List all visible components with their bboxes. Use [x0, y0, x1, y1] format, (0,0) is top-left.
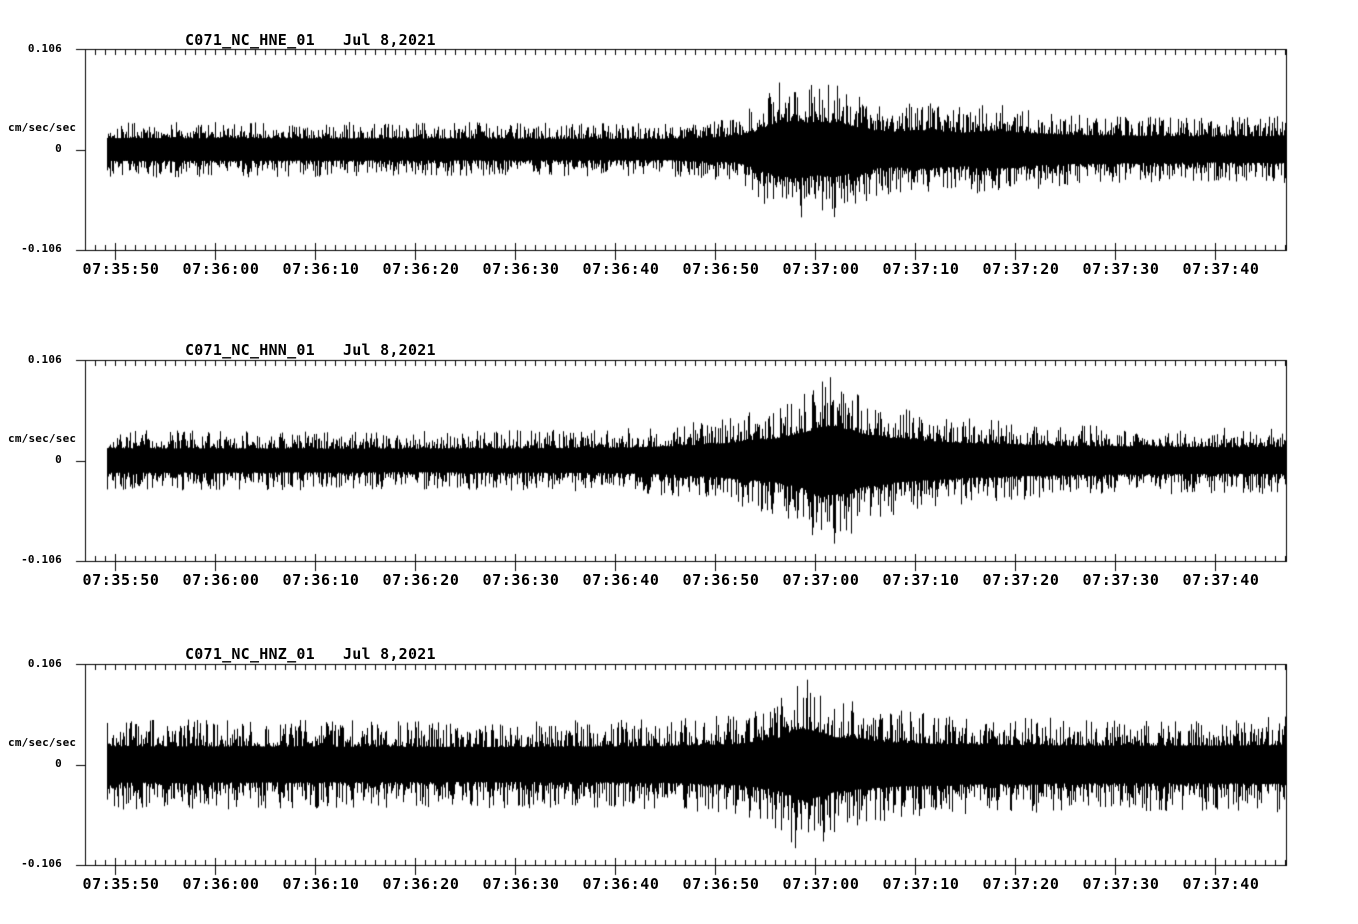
x-tick-label: 07:37:40	[1182, 875, 1260, 893]
x-tick-label: 07:36:30	[482, 571, 560, 589]
x-tick-label: 07:36:30	[482, 875, 560, 893]
y-axis-min-label: -0.106	[21, 857, 62, 870]
x-tick-label: 07:36:20	[382, 260, 460, 278]
x-tick-label: 07:36:00	[182, 260, 260, 278]
y-axis-zero-label: 0	[55, 453, 62, 466]
x-tick-label: 07:36:50	[682, 260, 760, 278]
x-tick-label: 07:37:30	[1082, 875, 1160, 893]
y-axis-unit-label: cm/sec/sec	[8, 736, 77, 749]
x-tick-label: 07:36:30	[482, 260, 560, 278]
y-axis-unit-label: cm/sec/sec	[8, 432, 77, 445]
x-tick-label: 07:35:50	[82, 875, 160, 893]
y-axis-min-label: -0.106	[21, 553, 62, 566]
x-tick-label: 07:37:00	[782, 875, 860, 893]
x-tick-label: 07:37:30	[1082, 260, 1160, 278]
panel-title: C071_NC_HNN_01	[185, 341, 315, 359]
x-tick-label: 07:36:00	[182, 875, 260, 893]
x-tick-label: 07:37:20	[982, 571, 1060, 589]
x-tick-label: 07:37:10	[882, 571, 960, 589]
x-tick-label: 07:37:10	[882, 875, 960, 893]
y-axis-min-label: -0.106	[21, 242, 62, 255]
x-tick-label: 07:37:20	[982, 260, 1060, 278]
x-tick-label: 07:36:00	[182, 571, 260, 589]
x-tick-label: 07:36:40	[582, 875, 660, 893]
x-tick-label: 07:37:20	[982, 875, 1060, 893]
x-tick-label: 07:36:20	[382, 571, 460, 589]
y-axis-zero-label: 0	[55, 757, 62, 770]
y-axis-max-label: 0.106	[27, 353, 62, 366]
y-axis-unit-label: cm/sec/sec	[8, 121, 77, 134]
x-tick-label: 07:36:10	[282, 875, 360, 893]
x-tick-label: 07:36:10	[282, 571, 360, 589]
panel-date: Jul 8,2021	[343, 341, 436, 359]
x-tick-label: 07:36:10	[282, 260, 360, 278]
y-axis-zero-label: 0	[55, 142, 62, 155]
panel-title: C071_NC_HNE_01	[185, 31, 315, 49]
x-tick-label: 07:36:40	[582, 260, 660, 278]
x-tick-label: 07:36:50	[682, 875, 760, 893]
x-tick-label: 07:36:40	[582, 571, 660, 589]
x-tick-label: 07:37:30	[1082, 571, 1160, 589]
panel-date: Jul 8,2021	[343, 645, 436, 663]
x-tick-label: 07:37:40	[1182, 260, 1260, 278]
x-tick-label: 07:35:50	[82, 260, 160, 278]
y-axis-max-label: 0.106	[27, 657, 62, 670]
panel-date: Jul 8,2021	[343, 31, 436, 49]
x-tick-label: 07:36:50	[682, 571, 760, 589]
x-tick-label: 07:37:40	[1182, 571, 1260, 589]
y-axis-max-label: 0.106	[27, 42, 62, 55]
x-tick-label: 07:36:20	[382, 875, 460, 893]
panel-title: C071_NC_HNZ_01	[185, 645, 315, 663]
x-tick-label: 07:37:00	[782, 260, 860, 278]
x-tick-label: 07:37:10	[882, 260, 960, 278]
x-tick-label: 07:37:00	[782, 571, 860, 589]
x-tick-label: 07:35:50	[82, 571, 160, 589]
